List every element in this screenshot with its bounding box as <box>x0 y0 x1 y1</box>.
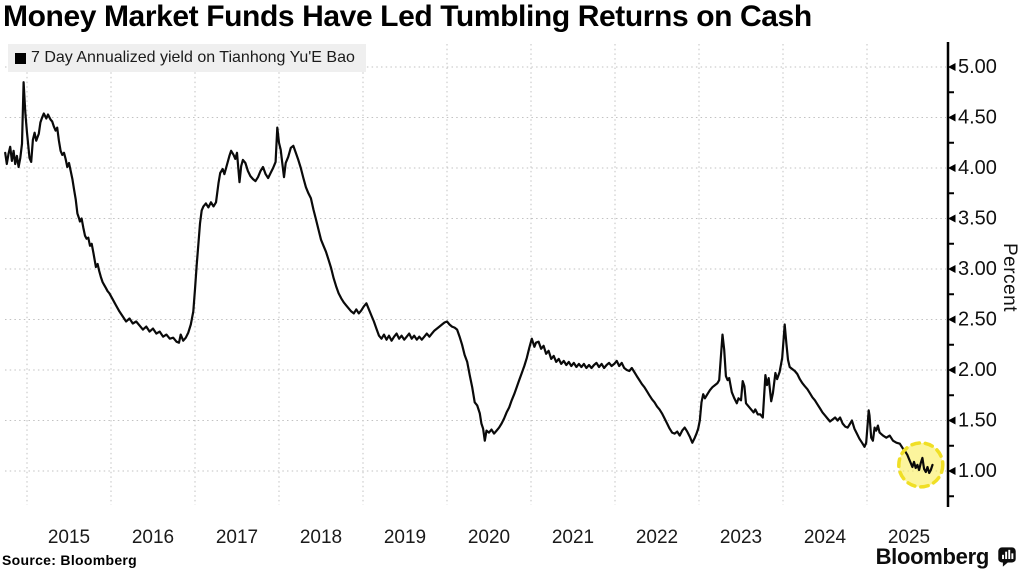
vertical-gridlines <box>26 44 868 505</box>
bloomberg-bars-icon <box>998 547 1016 567</box>
x-tick-label: 2016 <box>132 527 174 548</box>
y-tick-label: 1.00 <box>958 460 997 482</box>
y-major-tick <box>948 315 956 324</box>
series-line <box>4 81 934 475</box>
y-major-tick <box>948 416 956 425</box>
x-tick-label: 2017 <box>216 527 258 548</box>
x-tick-label: 2020 <box>468 527 510 548</box>
y-tick-label: 1.50 <box>958 410 997 432</box>
highlight-circle-ring <box>897 441 945 489</box>
y-tick-label: 3.00 <box>958 258 997 280</box>
bloomberg-logo: Bloomberg <box>876 544 1018 570</box>
y-major-tick <box>948 265 956 273</box>
y-major-tick <box>948 214 956 223</box>
x-tick-label: 2024 <box>804 527 847 548</box>
y-tick-label: 4.50 <box>958 107 997 129</box>
y-tick-label: 2.00 <box>958 359 997 381</box>
x-tick-label: 2025 <box>888 527 930 548</box>
x-tick-label: 2015 <box>48 527 90 548</box>
y-major-tick <box>948 467 956 475</box>
legend: 7 Day Annualized yield on Tianhong Yu'E … <box>8 44 366 72</box>
y-tick-label: 5.00 <box>958 56 997 78</box>
y-major-tick <box>948 164 956 172</box>
bloomberg-wordmark: Bloomberg <box>875 544 990 569</box>
x-tick-label: 2021 <box>552 527 594 548</box>
source-note: Source: Bloomberg <box>2 552 138 568</box>
y-tick-label: 4.00 <box>958 157 997 179</box>
chart-title: Money Market Funds Have Led Tumbling Ret… <box>3 0 812 33</box>
y-major-tick <box>948 63 956 71</box>
legend-series-marker-icon <box>15 52 26 64</box>
x-tick-label: 2019 <box>384 527 426 548</box>
y-tick-label: 2.50 <box>958 309 997 331</box>
y-major-tick <box>948 113 956 122</box>
y-major-tick <box>948 366 956 374</box>
legend-series-label: 7 Day Annualized yield on Tianhong Yu'E … <box>31 49 355 66</box>
x-tick-label: 2022 <box>636 527 678 548</box>
x-tick-label: 2018 <box>300 527 342 548</box>
y-axis: 5.00 4.50 4.00 3.50 3.00 2.50 2.00 1.50 1.00 <box>946 42 997 507</box>
y-axis-title: Percent <box>999 243 1020 312</box>
y-tick-label: 3.50 <box>958 208 997 230</box>
x-tick-label: 2023 <box>720 527 762 548</box>
x-axis-labels: 2015 2016 2017 2018 2019 2020 2021 2022 2023 2024… <box>48 527 930 548</box>
horizontal-gridlines <box>5 66 946 472</box>
